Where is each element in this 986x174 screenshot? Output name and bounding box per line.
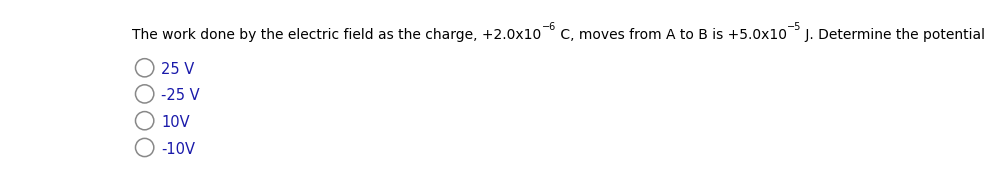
Text: The work done by the electric field as the charge, +2.0x10: The work done by the electric field as t… bbox=[132, 28, 541, 42]
Text: 25 V: 25 V bbox=[162, 62, 194, 77]
Text: C, moves from A to B is +5.0x10: C, moves from A to B is +5.0x10 bbox=[556, 28, 787, 42]
Text: 10V: 10V bbox=[162, 115, 190, 130]
Text: -25 V: -25 V bbox=[162, 88, 200, 103]
Text: −6: −6 bbox=[541, 22, 556, 32]
Text: −5: −5 bbox=[787, 22, 802, 32]
Text: J. Determine the potential difference (V: J. Determine the potential difference (V bbox=[802, 28, 986, 42]
Text: -10V: -10V bbox=[162, 141, 195, 157]
